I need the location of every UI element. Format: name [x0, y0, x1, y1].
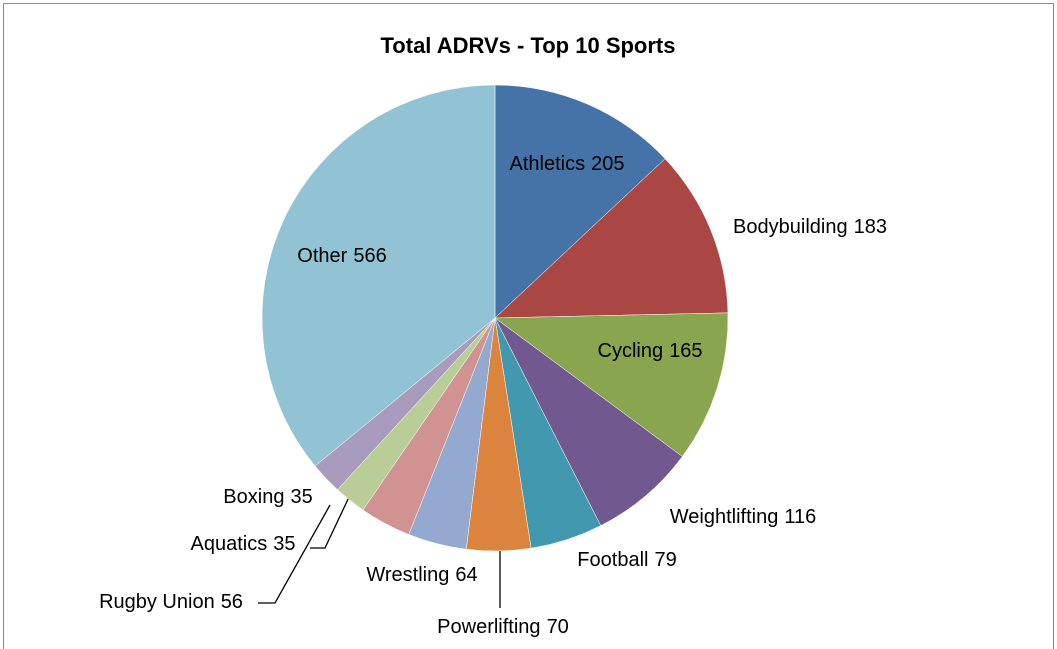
chart-title: Total ADRVs - Top 10 Sports — [381, 33, 676, 58]
label-category: Other — [297, 245, 347, 267]
label-value: 116 — [784, 506, 816, 528]
label-category: Wrestling — [366, 564, 449, 586]
label-value: 64 — [455, 564, 477, 586]
label-value: 79 — [654, 549, 676, 571]
label-category: Powerlifting — [437, 616, 540, 638]
label-value: 165 — [669, 340, 702, 362]
label-category: Rugby Union — [99, 591, 215, 613]
pie-slice — [494, 84, 666, 319]
label-value: 35 — [290, 486, 312, 508]
label-category: Boxing — [223, 486, 284, 508]
label-value: 56 — [221, 591, 243, 613]
label-category: Weightlifting — [670, 506, 779, 528]
data-label: Football 79 — [577, 549, 676, 571]
label-category: Aquatics — [191, 533, 268, 555]
data-label: Wrestling 64 — [366, 564, 477, 586]
data-label: Powerlifting 70 — [437, 616, 569, 638]
label-value: 183 — [854, 216, 887, 238]
pie-slice — [494, 158, 729, 319]
data-label: Weightlifting 116 — [670, 506, 816, 528]
label-value: 566 — [353, 245, 386, 267]
label-value: 35 — [273, 533, 295, 555]
label-category: Football — [577, 549, 648, 571]
label-value: 205 — [591, 153, 624, 175]
pie-slice — [494, 312, 729, 457]
data-label: Athletics 205 — [510, 153, 625, 175]
leader-line — [310, 494, 351, 549]
label-category: Athletics — [510, 153, 586, 175]
pie-slice — [261, 84, 496, 467]
data-label: Aquatics 35 — [191, 533, 296, 555]
label-category: Cycling — [598, 340, 664, 362]
data-label: Boxing 35 — [223, 486, 312, 508]
label-value: 70 — [547, 616, 569, 638]
data-label: Cycling 165 — [598, 340, 703, 362]
data-label: Other 566 — [297, 245, 386, 267]
data-label: Rugby Union 56 — [99, 591, 243, 613]
label-category: Bodybuilding — [733, 216, 848, 238]
pie-slice — [494, 317, 683, 526]
leader-line — [258, 504, 331, 604]
data-label: Bodybuilding 183 — [733, 216, 887, 238]
